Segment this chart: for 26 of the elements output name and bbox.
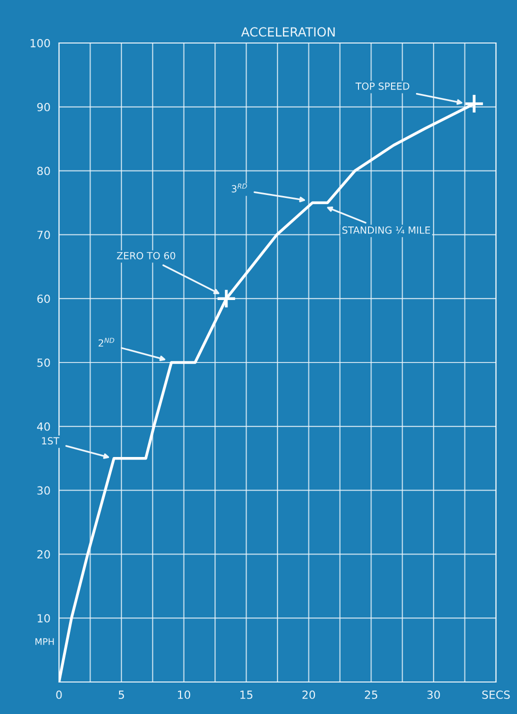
x-tick-label: 30 (427, 690, 440, 699)
x-tick-label: 15 (240, 690, 252, 699)
annotation: ZERO TO 60 (116, 252, 176, 260)
x-tick-label: 10 (178, 690, 190, 699)
annotation: TOP SPEED (355, 82, 410, 90)
y-tick-label: 100 (30, 38, 50, 48)
y-tick-label: 80 (37, 166, 50, 176)
y-tick-label: 10 (38, 614, 50, 622)
x-tick-label: 5 (118, 690, 124, 699)
x-tick-label: 20 (302, 690, 316, 699)
annotation: 2$^{ND}$ (98, 338, 114, 347)
y-tick-label: 20 (37, 550, 50, 559)
x-tick-label: SECS (482, 690, 510, 699)
x-tick-label: 0 (56, 690, 62, 699)
y-axis-title: MPH (35, 638, 54, 645)
annotation: 3$^{RD}$ (232, 184, 247, 192)
y-tick-label: 30 (37, 486, 50, 495)
annotation: 1ST (42, 437, 60, 445)
y-tick-label: 60 (37, 294, 50, 303)
y-tick-label: 40 (37, 422, 50, 431)
chart-title: ACCELERATION (241, 27, 335, 37)
y-tick-label: 70 (37, 230, 50, 240)
y-tick-label: 50 (37, 358, 50, 367)
y-tick-label: 90 (37, 102, 50, 112)
x-tick-label: 25 (364, 690, 378, 699)
annotation: STANDING ¼ MILE (342, 226, 430, 234)
